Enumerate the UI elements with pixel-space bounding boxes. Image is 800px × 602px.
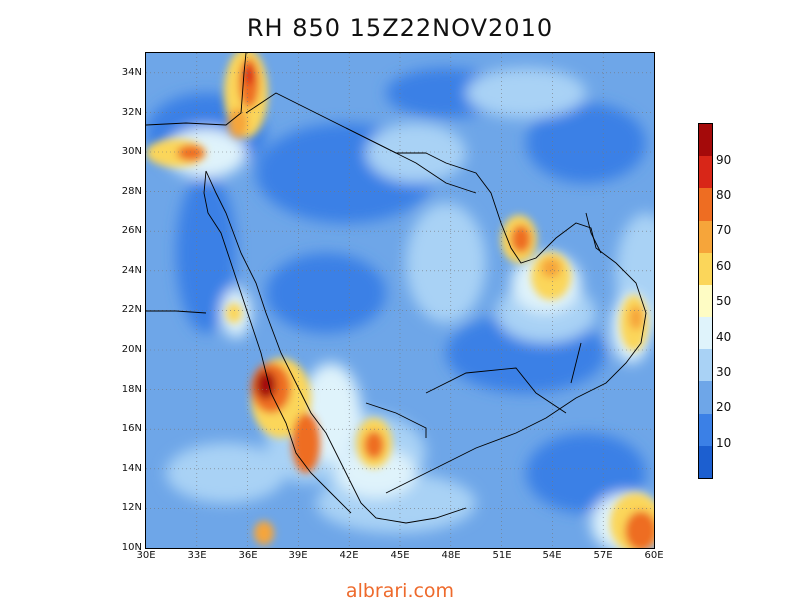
- x-tick-48E: 48E: [441, 550, 461, 561]
- x-tick-54E: 54E: [542, 550, 562, 561]
- colorbar-label-50: 50: [716, 294, 732, 308]
- y-tick-10N: 10N: [121, 542, 142, 553]
- colorbar-label-80: 80: [716, 188, 732, 202]
- colorbar-label-60: 60: [716, 259, 732, 273]
- colorbar-segment: [699, 252, 712, 285]
- site-credit: albrari.com: [345, 580, 455, 602]
- coastlines: [146, 53, 647, 524]
- colorbar-label-20: 20: [716, 400, 732, 414]
- colorbar-label-90: 90: [716, 153, 732, 167]
- humidity-map: [145, 52, 655, 549]
- y-tick-16N: 16N: [121, 423, 142, 434]
- colorbar-segment: [699, 413, 712, 446]
- x-tick-42E: 42E: [339, 550, 359, 561]
- y-tick-24N: 24N: [121, 265, 142, 276]
- y-tick-18N: 18N: [121, 384, 142, 395]
- y-tick-34N: 34N: [121, 67, 142, 78]
- y-tick-20N: 20N: [121, 344, 142, 355]
- map-canvas: [146, 53, 654, 548]
- colorbar-segment: [699, 317, 712, 350]
- y-tick-30N: 30N: [121, 146, 142, 157]
- colorbar-label-30: 30: [716, 365, 732, 379]
- colorbar-segment: [699, 349, 712, 382]
- colorbar-segment: [699, 445, 712, 478]
- colorbar: [698, 123, 713, 479]
- colorbar-segment: [699, 124, 712, 157]
- colorbar-segment: [699, 220, 712, 253]
- colorbar-label-10: 10: [716, 436, 732, 450]
- x-tick-36E: 36E: [238, 550, 258, 561]
- x-tick-33E: 33E: [187, 550, 207, 561]
- x-tick-30E: 30E: [136, 550, 156, 561]
- y-tick-12N: 12N: [121, 502, 142, 513]
- x-tick-39E: 39E: [288, 550, 308, 561]
- x-tick-45E: 45E: [390, 550, 410, 561]
- y-tick-26N: 26N: [121, 225, 142, 236]
- y-tick-22N: 22N: [121, 304, 142, 315]
- humidity-highs: [146, 53, 654, 548]
- colorbar-segment: [699, 156, 712, 189]
- x-tick-60E: 60E: [644, 550, 664, 561]
- colorbar-segment: [699, 284, 712, 318]
- x-tick-57E: 57E: [593, 550, 613, 561]
- colorbar-label-40: 40: [716, 330, 732, 344]
- x-tick-51E: 51E: [492, 550, 512, 561]
- y-tick-32N: 32N: [121, 107, 142, 118]
- chart-title: RH 850 15Z22NOV2010: [246, 14, 554, 42]
- colorbar-segment: [699, 381, 712, 414]
- y-tick-14N: 14N: [121, 463, 142, 474]
- grid-lines: [146, 53, 654, 548]
- y-tick-28N: 28N: [121, 186, 142, 197]
- colorbar-label-70: 70: [716, 223, 732, 237]
- colorbar-segment: [699, 188, 712, 221]
